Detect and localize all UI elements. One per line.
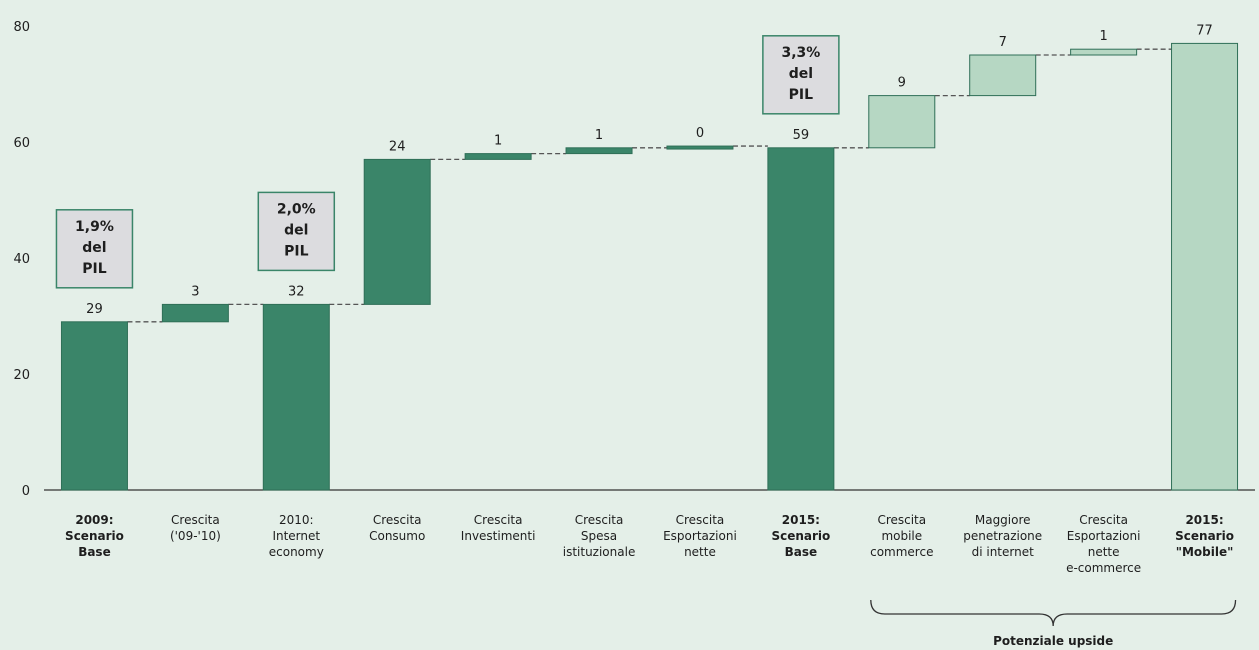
bar-2 (262, 303, 330, 491)
category-label-9: Maggiore penetrazione di internet (963, 513, 1042, 559)
bar-8 (868, 95, 936, 149)
value-label-11: 77 (1196, 23, 1213, 38)
category-label-4: Crescita Investimenti (461, 513, 536, 543)
y-tick-label: 0 (22, 484, 30, 499)
upside-bracket-layer: Potenziale upside (870, 599, 1237, 648)
y-tick-label: 20 (13, 368, 30, 383)
gdp-box-2 (762, 35, 840, 115)
value-label-4: 1 (494, 134, 502, 149)
category-label-6: Crescita Esportazioni nette (663, 513, 737, 559)
value-label-8: 9 (898, 76, 906, 91)
axis-layer: 0 20 40 60 80 (13, 20, 1255, 499)
y-tick-label: 80 (13, 20, 30, 35)
value-label-7: 59 (793, 128, 810, 143)
category-label-10: Crescita Esportazioni nette e-commerce (1066, 513, 1141, 575)
bars-layer (60, 42, 1239, 491)
category-label-11: 2015: Scenario "Mobile" (1175, 513, 1234, 559)
gdp-box-text-2: 3,3% del PIL (781, 45, 820, 103)
category-label-7: 2015: Scenario Base (771, 513, 830, 559)
bar-9 (969, 54, 1037, 97)
category-label-1: Crescita ('09-'10) (170, 513, 221, 543)
value-label-6: 0 (696, 126, 704, 141)
value-label-10: 1 (1099, 29, 1107, 44)
y-tick-label: 40 (13, 252, 30, 267)
category-label-3: Crescita Consumo (369, 513, 425, 543)
bar-10 (1070, 48, 1138, 56)
value-label-5: 1 (595, 128, 603, 143)
y-tick-label: 60 (13, 136, 30, 151)
value-label-0: 29 (86, 302, 103, 317)
gdp-box-text-0: 1,9% del PIL (75, 219, 114, 277)
bar-3 (363, 158, 431, 305)
value-labels-layer: 29 3 32 24 1 1 0 59 9 7 1 77 (86, 23, 1213, 316)
category-label-0: 2009: Scenario Base (65, 513, 124, 559)
value-label-1: 3 (191, 284, 199, 299)
bar-4 (464, 153, 532, 160)
bar-7 (767, 147, 835, 491)
gdp-box-1 (257, 191, 336, 272)
upside-label: Potenziale upside (993, 634, 1113, 648)
category-labels-layer: 2009: Scenario Base Crescita ('09-'10) 2010: I… (65, 513, 1234, 575)
value-label-2: 32 (288, 284, 305, 299)
bar-6 (666, 145, 734, 150)
connector-layer (127, 48, 1172, 323)
bar-11 (1171, 42, 1239, 491)
upside-bracket (870, 599, 1237, 627)
category-label-2: 2010: Internet economy (269, 513, 324, 559)
value-label-3: 24 (389, 139, 406, 154)
bar-1 (161, 303, 229, 323)
bar-5 (565, 147, 633, 155)
category-label-8: Crescita mobile commerce (870, 513, 933, 559)
category-label-5: Crescita Spesa istituzionale (563, 513, 636, 559)
gdp-box-0 (55, 209, 134, 289)
gdp-box-text-1: 2,0% del PIL (277, 201, 316, 259)
value-label-9: 7 (999, 35, 1007, 50)
bar-0 (60, 321, 128, 491)
gdp-boxes-layer: 1,9% del PIL 2,0% del PIL 3,3% del PIL (55, 35, 840, 289)
